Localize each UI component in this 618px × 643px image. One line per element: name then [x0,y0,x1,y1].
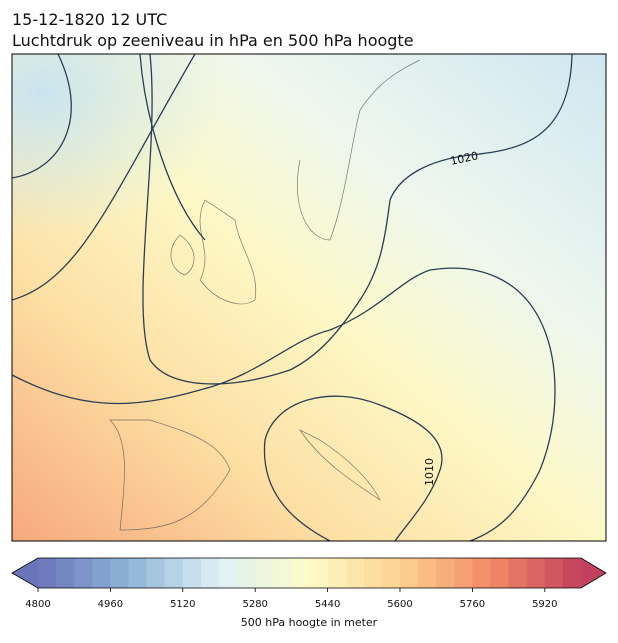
colorbar-tick-label: 5440 [315,599,340,610]
colorbar-bin [400,558,419,588]
colorbar-bin [92,558,111,588]
colorbar-bin [110,558,129,588]
colorbar-tick-label: 5760 [460,599,485,610]
colorbar: 4800 4960 5120 5280 5440 5600 5760 5920 [11,557,607,610]
contour-label: 1010 [423,458,436,486]
colorbar-bin [562,558,582,588]
colorbar-bin [291,558,310,588]
subtitle: Luchtdruk op zeeniveau in hPa en 500 hPa… [12,31,414,50]
colorbar-bin [508,558,528,588]
colorbar-label: 500 hPa hoogte in meter [241,616,378,629]
title: 15-12-1820 12 UTC [12,10,167,29]
colorbar-tick-label: 4800 [25,599,50,610]
colorbar-bin [436,558,455,588]
colorbar-bin [182,558,202,588]
colorbar-bin [544,558,564,588]
colorbar-bin [200,558,220,588]
colorbar-bin [381,558,401,588]
colorbar-tick-label: 5120 [170,599,195,610]
map-shade [12,54,606,541]
colorbar-tick-label: 4960 [98,599,123,610]
colorbar-bin [56,558,75,588]
coastlines [109,59,421,531]
colorbar-bin [327,558,347,588]
map: 1020 1010 [12,54,606,541]
contour-label: 1020 [449,149,479,168]
colorbar-bin [490,558,510,588]
colorbar-bin [219,558,238,588]
colorbar-bin [454,558,473,588]
colorbar-bin [237,558,256,588]
colorbar-bin [74,558,93,588]
colorbar-tick-label: 5920 [532,599,557,610]
colorbar-bin [345,558,365,588]
colorbar-bin [472,558,491,588]
colorbar-bin [309,558,329,588]
colorbar-tick-label: 5600 [387,599,412,610]
colorbar-bin [526,558,546,588]
colorbar-bin [38,558,57,588]
colorbar-bin [273,558,292,588]
isobars [12,54,573,541]
colorbar-bin [418,558,437,588]
colorbar-tick-label: 5280 [242,599,267,610]
colorbar-bin [363,558,383,588]
colorbar-bin [164,558,184,588]
colorbar-bin [128,558,148,588]
map-frame [11,53,607,542]
colorbar-bin [255,558,274,588]
colorbar-extend-low [12,558,38,588]
colorbar-extend-high [581,558,606,588]
colorbar-bin [146,558,166,588]
